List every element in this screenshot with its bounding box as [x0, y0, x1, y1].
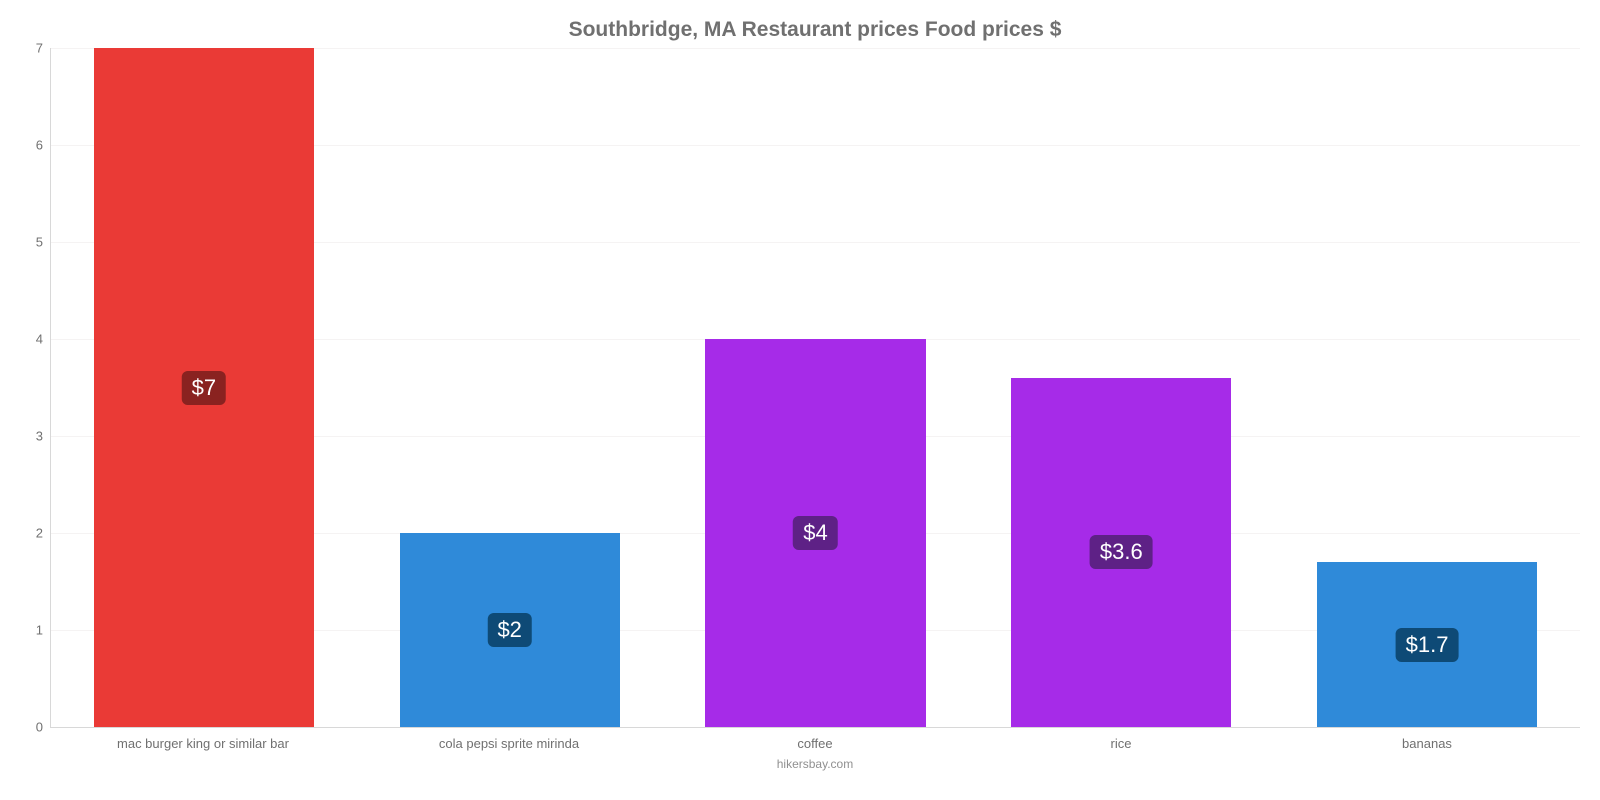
bar-slot: $7	[51, 48, 357, 727]
bars-row: $7 $2 $4 $3.6 $1.7	[51, 48, 1580, 727]
bar-slot: $3.6	[968, 48, 1274, 727]
value-badge: $2	[487, 613, 531, 647]
bar-slot: $2	[357, 48, 663, 727]
x-tick-label: rice	[968, 736, 1274, 751]
value-badge: $3.6	[1090, 535, 1153, 569]
x-tick-label: mac burger king or similar bar	[50, 736, 356, 751]
bar-slot: $1.7	[1274, 48, 1580, 727]
price-chart: Southbridge, MA Restaurant prices Food p…	[0, 0, 1600, 800]
x-axis-labels: mac burger king or similar barcola pepsi…	[50, 736, 1580, 751]
bar: $2	[400, 533, 620, 727]
y-tick-label: 6	[11, 138, 51, 153]
y-tick-label: 1	[11, 623, 51, 638]
y-tick-label: 7	[11, 41, 51, 56]
value-badge: $4	[793, 516, 837, 550]
y-tick-label: 5	[11, 235, 51, 250]
y-tick-label: 4	[11, 332, 51, 347]
bar: $1.7	[1317, 562, 1537, 727]
x-tick-label: cola pepsi sprite mirinda	[356, 736, 662, 751]
x-tick-label: coffee	[662, 736, 968, 751]
y-tick-label: 2	[11, 526, 51, 541]
chart-title: Southbridge, MA Restaurant prices Food p…	[50, 18, 1580, 42]
y-tick-label: 3	[11, 429, 51, 444]
value-badge: $1.7	[1396, 628, 1459, 662]
bar: $7	[94, 48, 314, 727]
bar-slot: $4	[663, 48, 969, 727]
bar: $4	[705, 339, 925, 727]
chart-footer: hikersbay.com	[50, 757, 1580, 771]
plot-area: 01234567 $7$2$4$3.6$1.7	[50, 48, 1580, 728]
x-tick-label: bananas	[1274, 736, 1580, 751]
bar: $3.6	[1011, 378, 1231, 727]
y-tick-label: 0	[11, 720, 51, 735]
value-badge: $7	[182, 371, 226, 405]
